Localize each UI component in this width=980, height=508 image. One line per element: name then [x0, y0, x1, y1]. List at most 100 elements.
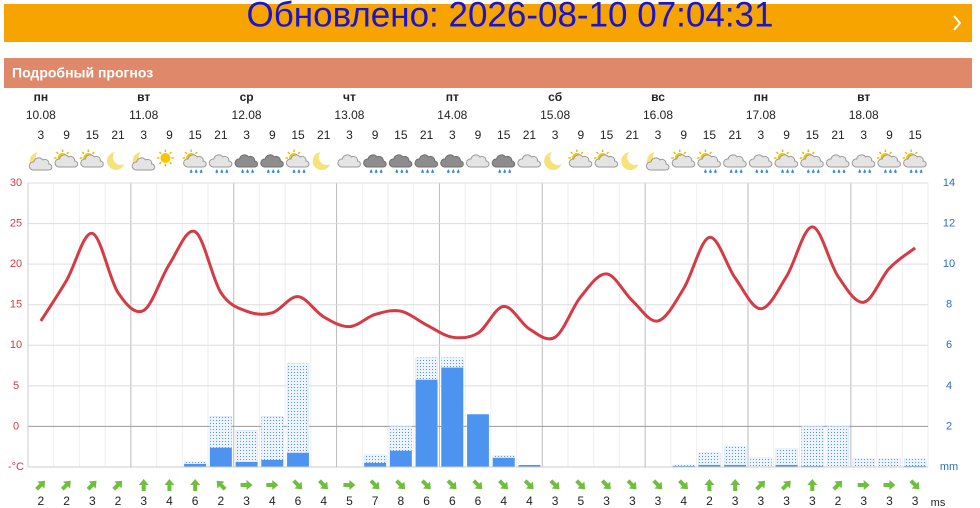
wind-speed: 5 — [578, 494, 585, 508]
precip-range — [826, 426, 850, 468]
wind-arrow — [575, 479, 586, 490]
sun-ray — [169, 151, 172, 155]
rain-drop — [451, 169, 455, 174]
cloud — [260, 154, 284, 168]
rain-drop — [888, 169, 892, 174]
wind-arrow — [266, 480, 279, 490]
precip-bar — [441, 367, 464, 467]
hour-label: 9 — [783, 128, 790, 142]
wind-arrow — [138, 479, 149, 491]
sun-ray — [81, 151, 85, 155]
sun-ray — [878, 151, 882, 155]
sun — [160, 153, 171, 163]
rain-drop — [292, 169, 296, 174]
rain-drop — [400, 169, 404, 174]
hour-label: 9 — [372, 128, 379, 142]
rain-drop — [868, 169, 872, 174]
wind-speed: 3 — [243, 494, 250, 508]
day-date: 13.08 — [334, 108, 364, 122]
rain-drop — [251, 169, 255, 174]
chevron[interactable] — [953, 15, 962, 31]
rain-drop — [832, 169, 836, 174]
weather-icon — [182, 149, 207, 174]
hour-label: 15 — [394, 128, 408, 142]
sun-ray — [158, 151, 162, 155]
rain-drop — [708, 169, 712, 174]
wind-speed: 2 — [63, 494, 70, 508]
weather-icon — [723, 154, 747, 174]
cloud — [440, 154, 464, 168]
hour-label: 3 — [449, 128, 456, 142]
y2-tick-label: 4 — [946, 380, 952, 392]
hour-label: 15 — [908, 128, 922, 142]
wind-arrow — [498, 479, 508, 490]
hour-label: 3 — [346, 128, 353, 142]
rain-drop — [842, 169, 846, 174]
weather-icon — [260, 154, 284, 174]
wind-arrow — [395, 479, 406, 490]
wind-speed: 6 — [192, 494, 199, 508]
hour-label: 15 — [291, 128, 305, 142]
rain-drop — [421, 169, 425, 174]
wind-speed: 3 — [783, 494, 790, 508]
weather-icon — [517, 154, 541, 168]
rain-drop — [189, 169, 193, 174]
wind-arrow — [652, 479, 663, 490]
hour-label: 21 — [626, 128, 640, 142]
cloud — [80, 154, 104, 168]
wind-arrow — [318, 479, 328, 490]
weather-icon — [466, 154, 490, 168]
y-tick-label: 25 — [10, 217, 22, 229]
sun-ray — [169, 161, 172, 165]
weather-icon — [594, 149, 618, 168]
banner[interactable]: Обновлено: 2026-08-10 07:04:31 — [4, 0, 972, 42]
weather-icon — [131, 149, 156, 171]
sun-ray — [287, 151, 291, 155]
rain-drop — [199, 169, 203, 174]
header-title: Подробный прогноз — [12, 65, 153, 81]
wind-unit: ms — [931, 497, 946, 508]
sun-ray — [889, 151, 892, 155]
day-date: 11.08 — [129, 108, 158, 122]
sun-ray — [297, 151, 301, 155]
cloud — [877, 154, 901, 168]
wind-speed: 2 — [38, 494, 45, 508]
weather-icon — [363, 154, 387, 174]
precip-bar — [518, 464, 541, 467]
wind-arrow — [164, 479, 175, 491]
day-date: 10.08 — [26, 108, 56, 122]
rain-drop — [806, 169, 810, 174]
weather-icon — [414, 154, 438, 174]
cloud — [568, 154, 593, 168]
rain-drop — [786, 169, 790, 174]
wind-arrow — [446, 479, 457, 490]
y-tick-label: 30 — [10, 177, 22, 189]
cloud — [748, 154, 773, 168]
wind-arrow — [730, 479, 741, 491]
banner-text: Обновлено: 2026-08-10 07:04:31 — [247, 0, 774, 34]
weather-icon — [826, 154, 850, 174]
wind-arrow — [369, 479, 380, 490]
wind-speed: 3 — [552, 494, 559, 508]
sun-ray — [786, 151, 790, 155]
day-date: 12.08 — [232, 108, 262, 122]
rain-drop — [883, 169, 887, 174]
cloud — [234, 154, 258, 168]
rain-drop — [503, 169, 507, 174]
cloud — [491, 154, 516, 168]
wind-speed: 7 — [372, 494, 379, 508]
hour-label: 15 — [497, 128, 511, 142]
rain-drop — [765, 169, 769, 174]
rain-drop — [194, 169, 198, 174]
moon-cut — [113, 149, 129, 165]
day-name: сб — [548, 90, 562, 104]
wind-arrow — [909, 479, 920, 490]
rain-drop — [266, 169, 270, 174]
y2-tick-label: mm — [940, 461, 958, 473]
wind-arrow — [600, 479, 611, 490]
sun-ray — [66, 151, 70, 155]
sun-ray — [606, 151, 610, 155]
rain-drop — [781, 169, 785, 174]
rain-drop — [508, 169, 512, 174]
rain-drop — [760, 169, 764, 174]
